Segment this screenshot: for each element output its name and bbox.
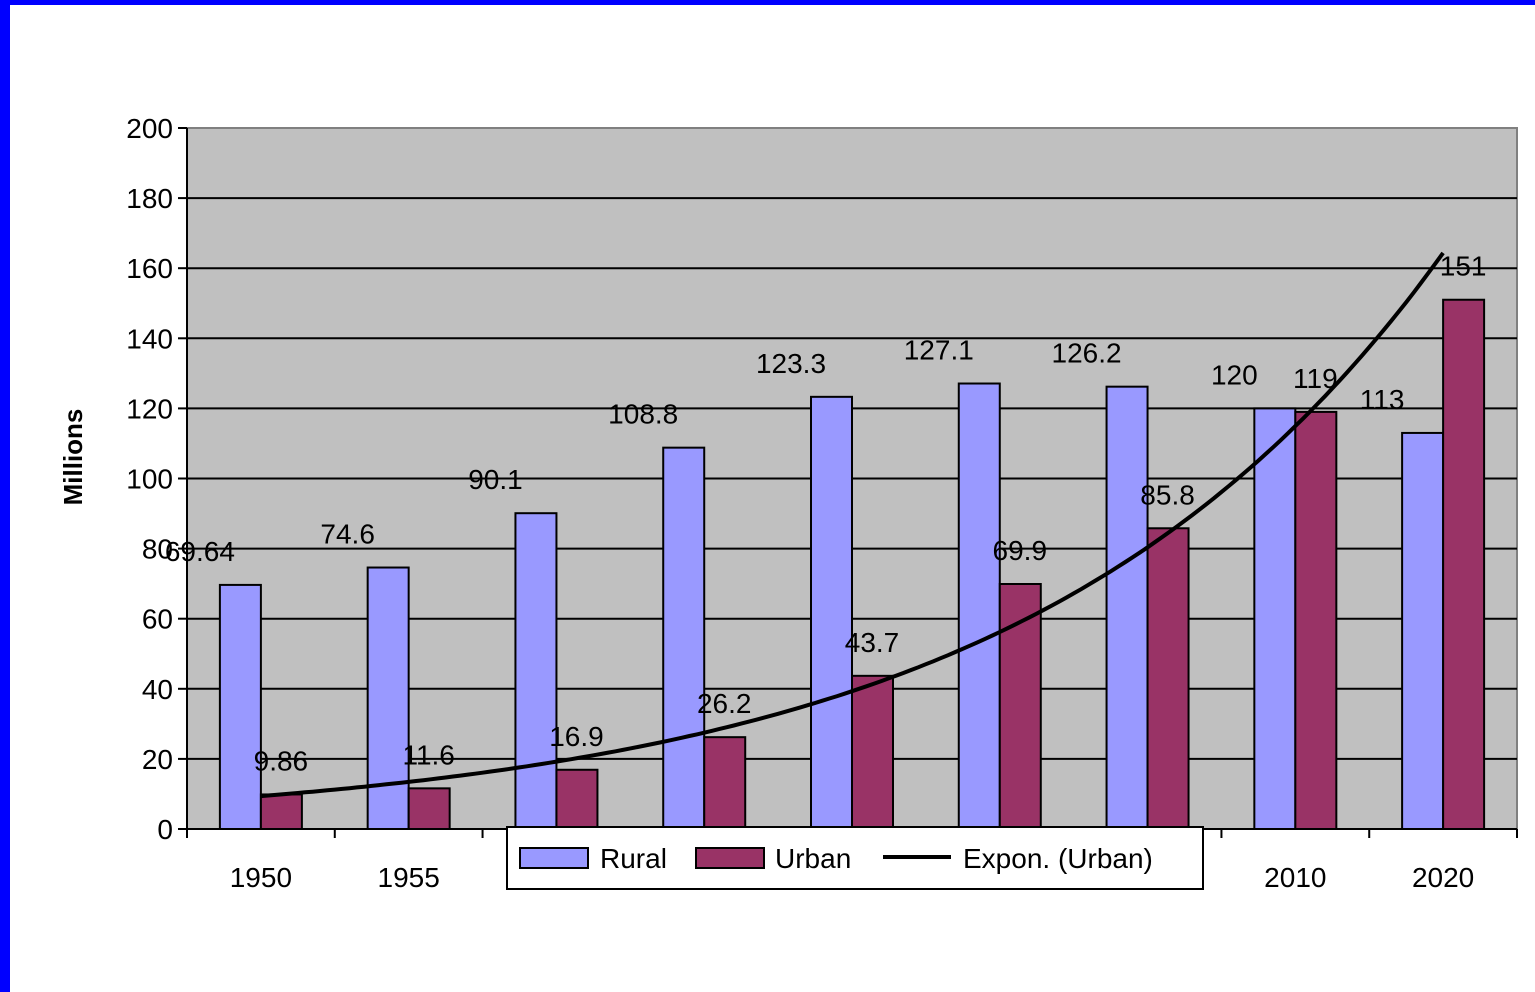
data-label-urban: 119 bbox=[1293, 363, 1338, 394]
data-label-rural: 120 bbox=[1211, 359, 1258, 390]
y-tick-label: 100 bbox=[126, 464, 173, 495]
bar-rural bbox=[1105, 385, 1149, 830]
legend: Rural Urban Expon. (Urban) bbox=[506, 826, 1204, 890]
x-tick-label: 2020 bbox=[1412, 862, 1474, 893]
x-tick-label: 1955 bbox=[378, 862, 440, 893]
bar-rural bbox=[366, 566, 410, 830]
data-labels: 69.64 9.86 74.6 11.6 90.1 16.9 108.8 26.2 123.3 4… bbox=[165, 251, 1487, 777]
bar-urban bbox=[555, 768, 599, 831]
data-label-rural: 127.1 bbox=[904, 335, 974, 366]
x-tick-label: 2010 bbox=[1264, 862, 1326, 893]
data-label-urban: 16.9 bbox=[549, 721, 604, 752]
bar-urban bbox=[1146, 527, 1190, 830]
data-label-urban: 9.86 bbox=[254, 745, 309, 776]
bar-urban bbox=[851, 674, 894, 830]
y-tick-label: 60 bbox=[142, 604, 173, 635]
bar-urban bbox=[703, 736, 747, 831]
bar-rural bbox=[218, 583, 262, 830]
y-tick-label: 120 bbox=[126, 393, 173, 424]
y-tick-label: 180 bbox=[126, 183, 173, 214]
legend-label-trendline: Expon. (Urban) bbox=[963, 843, 1153, 874]
data-label-urban: 151 bbox=[1440, 251, 1487, 282]
bar-rural bbox=[514, 512, 558, 830]
data-label-rural: 90.1 bbox=[468, 464, 523, 495]
data-label-urban: 11.6 bbox=[402, 739, 454, 770]
y-tick-label: 160 bbox=[126, 253, 173, 284]
data-label-rural: 74.6 bbox=[320, 519, 375, 550]
data-label-urban: 43.7 bbox=[845, 627, 900, 658]
data-label-rural: 113 bbox=[1360, 384, 1405, 415]
bar-urban bbox=[259, 793, 303, 830]
data-label-rural: 123.3 bbox=[756, 348, 826, 379]
data-label-urban: 69.9 bbox=[993, 535, 1048, 566]
y-tick-label: 200 bbox=[126, 113, 173, 144]
data-label-rural: 69.64 bbox=[165, 536, 235, 567]
bar-urban bbox=[1442, 298, 1486, 830]
bar-urban bbox=[1294, 410, 1338, 830]
legend-swatch-urban bbox=[695, 847, 765, 869]
legend-box bbox=[506, 826, 1204, 890]
legend-swatch-rural bbox=[519, 847, 589, 869]
y-tick-label: 80 bbox=[142, 534, 173, 565]
y-tick-label: 20 bbox=[142, 744, 173, 775]
data-label-urban: 26.2 bbox=[697, 688, 752, 719]
bar-chart: 69.64 9.86 74.6 11.6 90.1 16.9 108.8 26.2 123.3 4… bbox=[58, 113, 1518, 893]
y-tick-label: 40 bbox=[142, 674, 173, 705]
legend-label-rural: Rural bbox=[600, 843, 667, 874]
data-label-rural: 126.2 bbox=[1052, 338, 1122, 369]
y-tick-label: 0 bbox=[157, 814, 173, 845]
bar-rural bbox=[1401, 431, 1445, 830]
y-tick-label: 140 bbox=[126, 323, 173, 354]
bar-rural bbox=[1253, 407, 1297, 830]
bar-rural bbox=[810, 395, 853, 830]
bar-rural bbox=[957, 382, 1001, 830]
data-label-rural: 108.8 bbox=[608, 399, 678, 430]
y-axis-title: Millions bbox=[58, 409, 88, 506]
chart-frame: 69.64 9.86 74.6 11.6 90.1 16.9 108.8 26.2 123.3 4… bbox=[10, 5, 1535, 992]
bar-rural bbox=[662, 446, 706, 830]
data-label-urban: 85.8 bbox=[1140, 479, 1195, 510]
trendline-group bbox=[260, 251, 1445, 799]
bar-urban bbox=[407, 787, 451, 830]
bar-urban bbox=[998, 583, 1042, 830]
legend-label-urban: Urban bbox=[775, 843, 851, 874]
trendline bbox=[260, 251, 1445, 799]
x-tick-label: 1950 bbox=[230, 862, 292, 893]
